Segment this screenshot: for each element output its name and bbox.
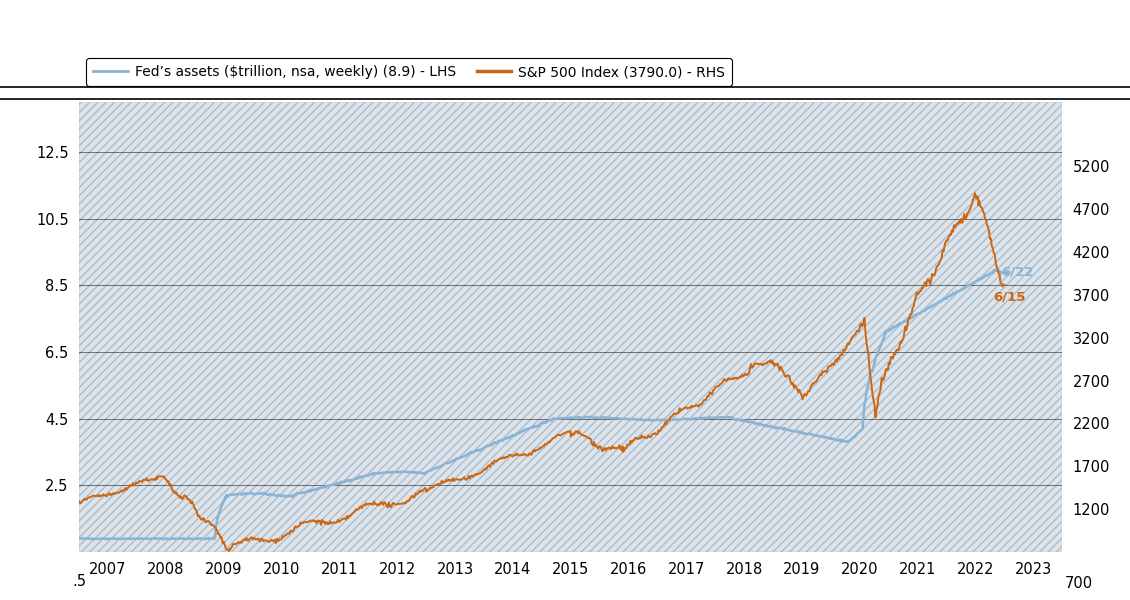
Text: 6/15: 6/15 [993, 290, 1025, 303]
Text: 700: 700 [1066, 576, 1093, 591]
Text: 6/22: 6/22 [1001, 265, 1034, 278]
Text: .5: .5 [72, 574, 86, 589]
Legend: Fed’s assets ($trillion, nsa, weekly) (8.9) - LHS, S&P 500 Index (3790.0) - RHS: Fed’s assets ($trillion, nsa, weekly) (8… [86, 58, 732, 86]
